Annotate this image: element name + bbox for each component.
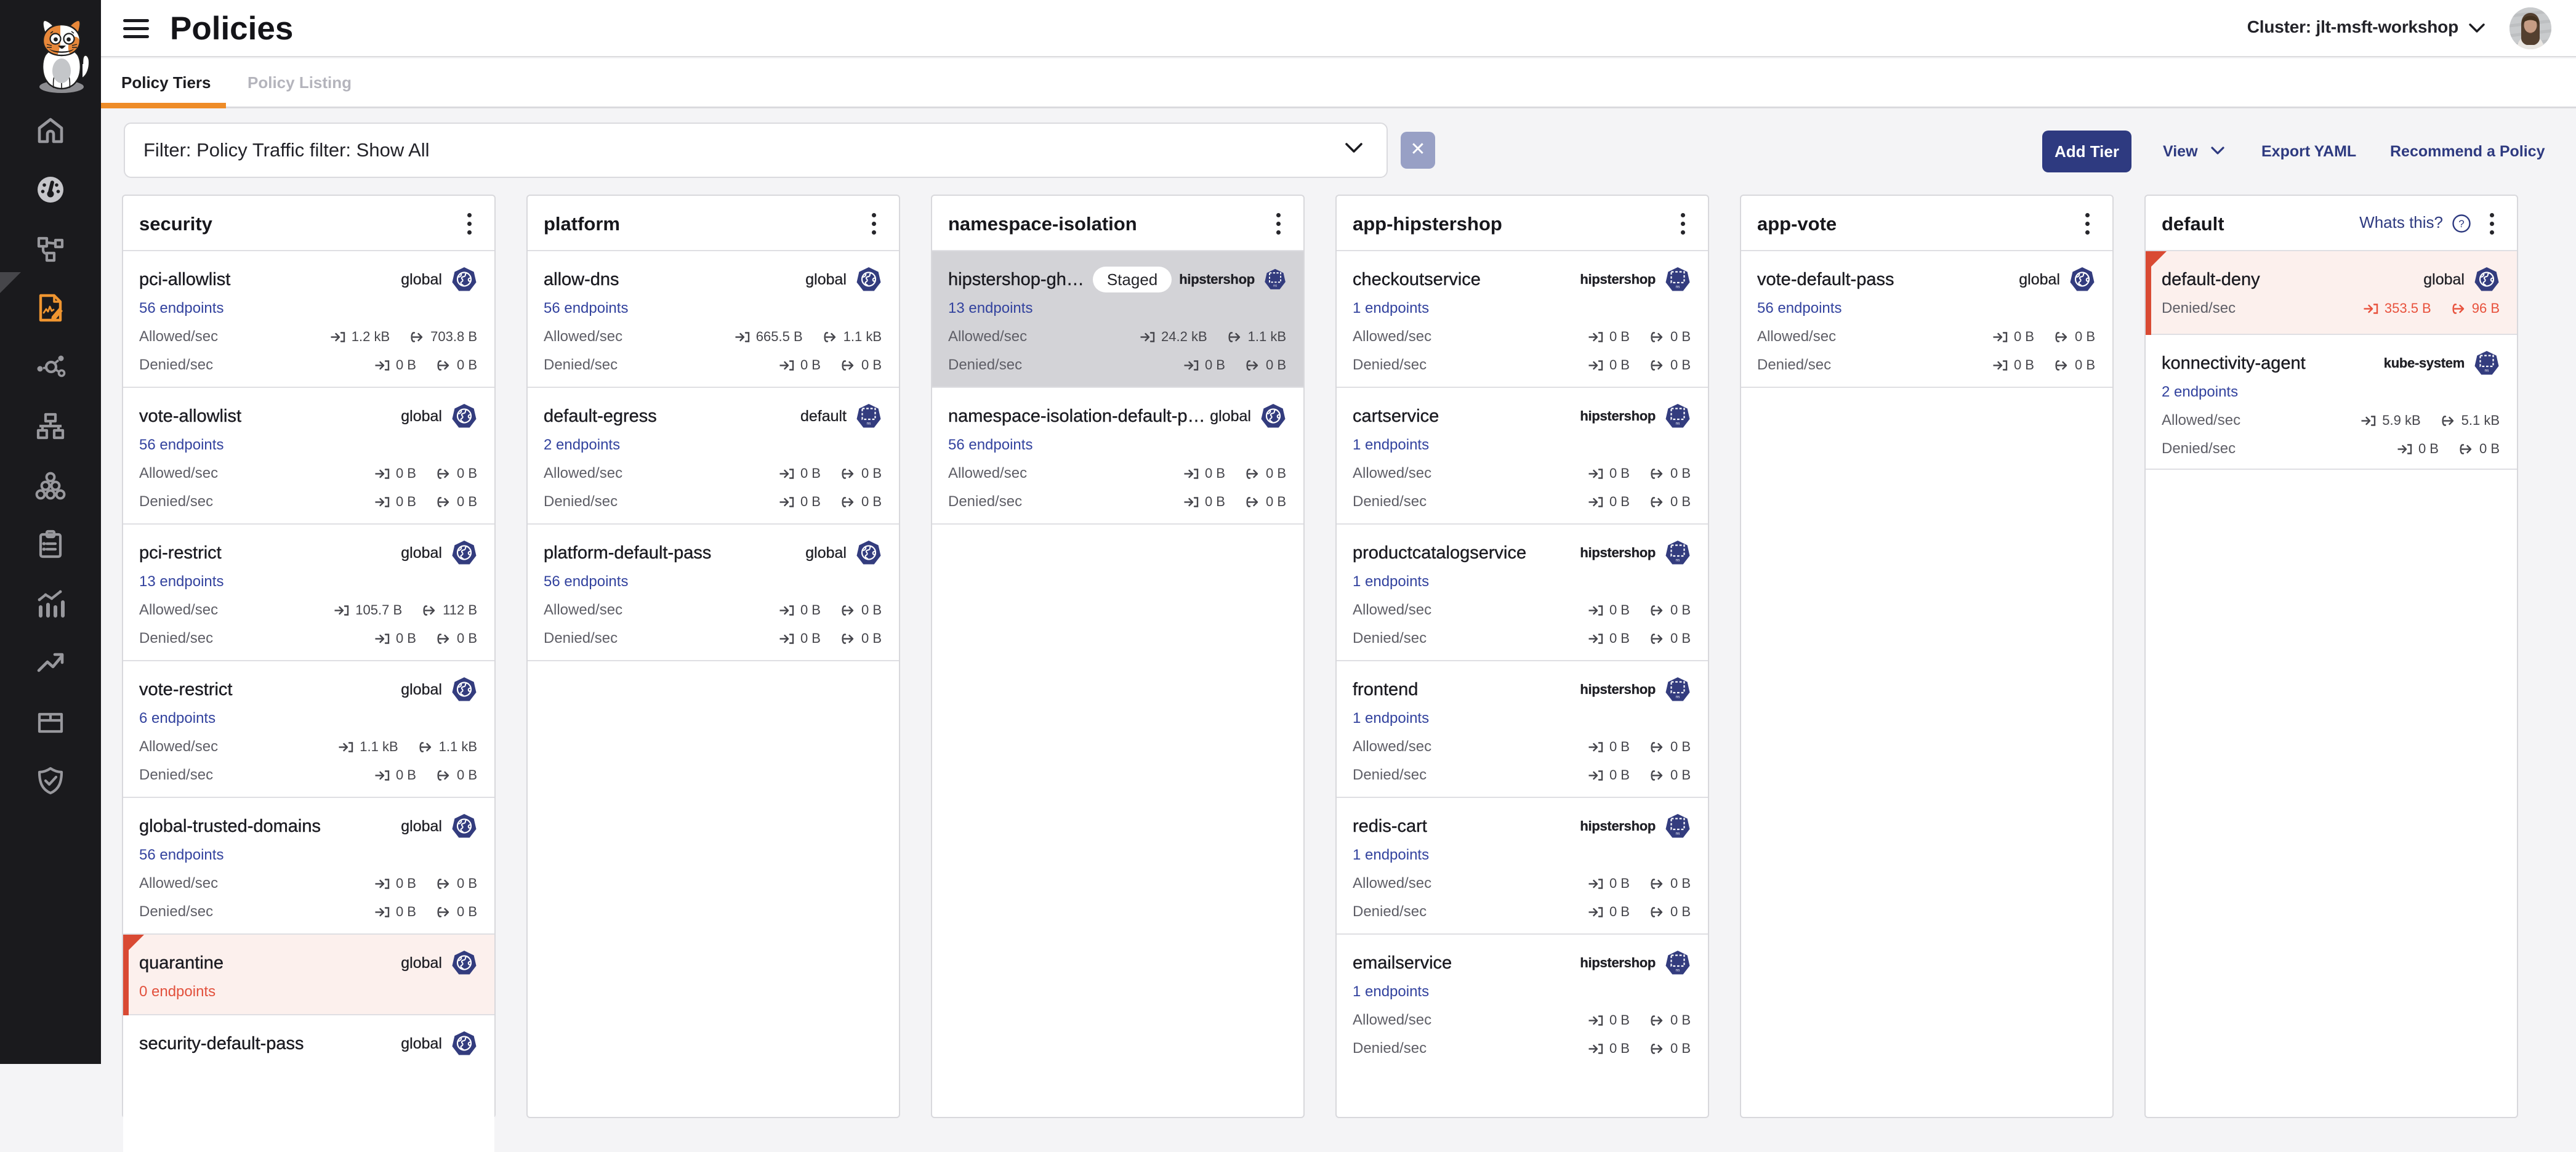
svg-text:?: ? <box>2458 218 2464 230</box>
